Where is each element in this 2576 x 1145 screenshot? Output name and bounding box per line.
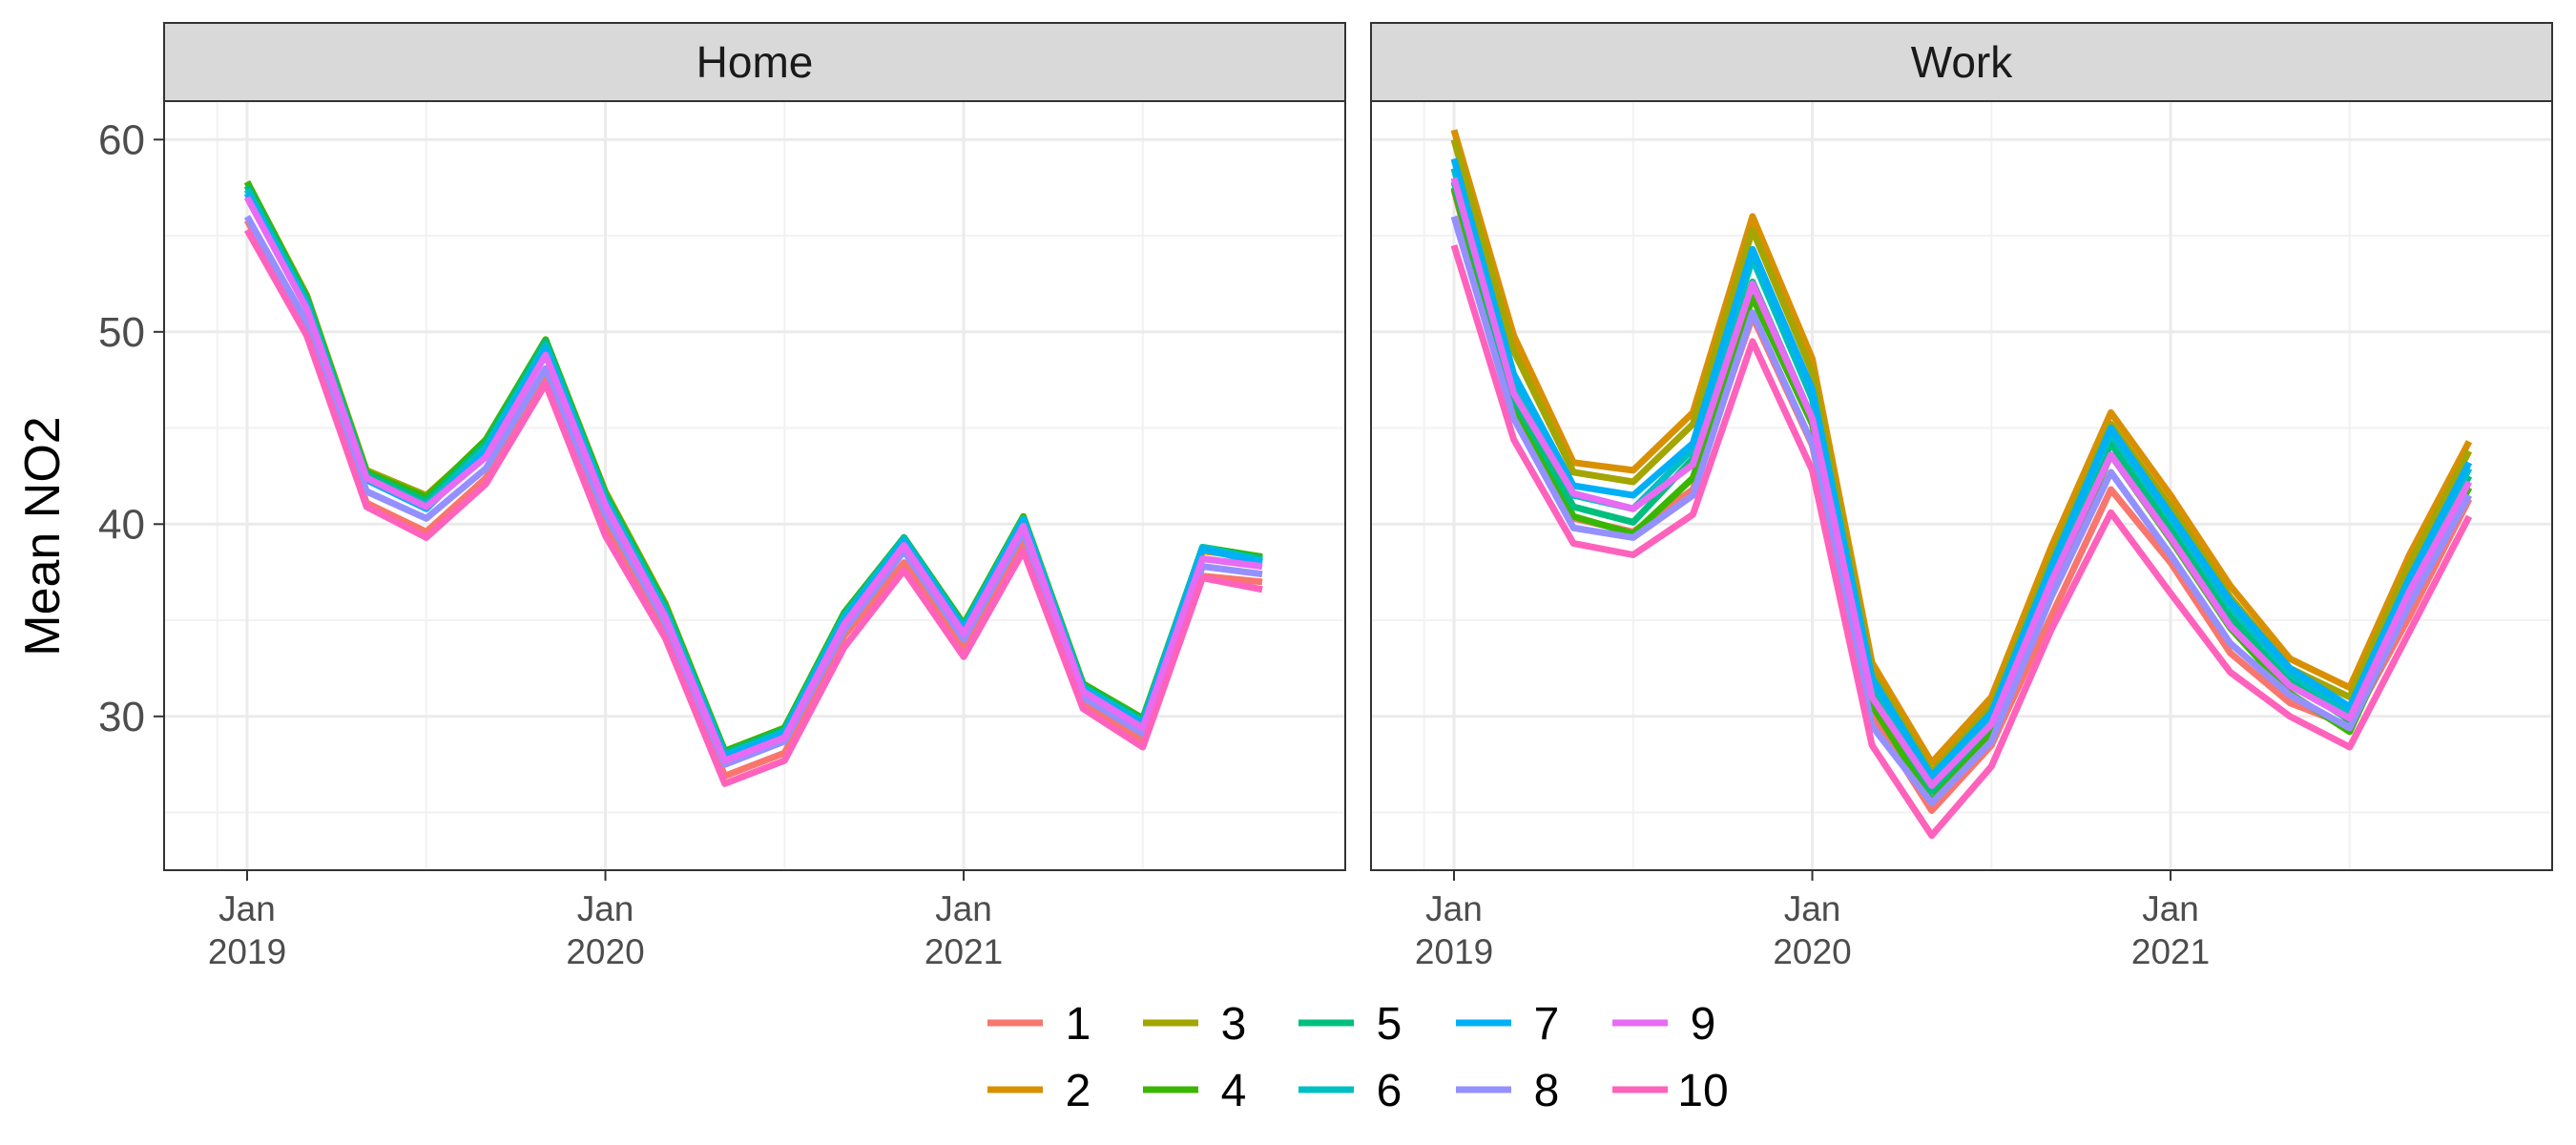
series-line-7 <box>1450 157 2473 780</box>
legend-item-4: 4 <box>1143 1066 1246 1116</box>
x-tick-label: 2021 <box>2131 932 2210 971</box>
y-tick-label: 50 <box>98 309 145 356</box>
series-line-1 <box>243 219 1263 780</box>
series-line-10 <box>1450 244 2473 840</box>
panels: Home Jan 2019 Jan 2020 Jan 2021 30 40 50 60 Work Jan… <box>98 22 2553 971</box>
legend-item-6: 6 <box>1298 1066 1402 1116</box>
facet-strip-label: Home <box>696 37 814 87</box>
legend-label: 4 <box>1221 1066 1247 1116</box>
legend-item-1: 1 <box>987 999 1091 1050</box>
legend-item-10: 10 <box>1612 1066 1729 1116</box>
legend-label: 3 <box>1221 999 1247 1050</box>
facet-panel-work: Work Jan 2019 Jan 2020 Jan 2021 <box>1370 22 2553 971</box>
legend-item-2: 2 <box>987 1066 1091 1116</box>
facet-strip <box>163 22 1346 102</box>
legend-item-8: 8 <box>1456 1066 1559 1116</box>
x-tick-label: Jan <box>218 889 276 928</box>
x-tick-label: Jan <box>935 889 992 928</box>
legend-item-3: 3 <box>1143 999 1246 1050</box>
x-tick-label: 2020 <box>1773 932 1851 971</box>
legend-label: 5 <box>1377 999 1402 1050</box>
legend-label: 6 <box>1377 1066 1402 1116</box>
x-tick-label: Jan <box>1425 889 1483 928</box>
x-tick-label: Jan <box>1784 889 1841 928</box>
series-line-10 <box>243 228 1263 787</box>
legend: 1 2 3 4 5 6 7 8 9 10 <box>987 999 1729 1116</box>
y-axis-label: Mean NO2 <box>15 416 71 656</box>
legend-label: 2 <box>1066 1066 1091 1116</box>
legend-label: 7 <box>1534 999 1560 1050</box>
legend-item-9: 9 <box>1612 999 1715 1050</box>
x-tick-label: 2021 <box>924 932 1003 971</box>
facet-strip-label: Work <box>1911 37 2013 87</box>
series-line-8 <box>1450 215 2473 806</box>
panel-border <box>163 100 1346 871</box>
legend-label: 9 <box>1691 999 1716 1050</box>
x-tick-label: Jan <box>2142 889 2199 928</box>
y-tick-label: 60 <box>98 116 145 163</box>
y-tick-label: 40 <box>98 501 145 548</box>
legend-label: 10 <box>1677 1066 1728 1116</box>
legend-item-5: 5 <box>1298 999 1402 1050</box>
x-tick-label: 2020 <box>566 932 644 971</box>
panel-border <box>1370 100 2553 871</box>
x-tick-label: Jan <box>577 889 634 928</box>
series-line-8 <box>243 215 1263 768</box>
y-tick-label: 30 <box>98 694 145 740</box>
legend-label: 1 <box>1066 999 1091 1050</box>
legend-item-7: 7 <box>1456 999 1559 1050</box>
legend-label: 8 <box>1534 1066 1560 1116</box>
series-line-9 <box>243 196 1263 764</box>
series-line-9 <box>1450 177 2473 789</box>
x-tick-label: 2019 <box>1415 932 1493 971</box>
series-line-2 <box>1450 129 2473 766</box>
x-tick-label: 2019 <box>208 932 286 971</box>
facet-panel-home: Home Jan 2019 Jan 2020 Jan 2021 30 40 50 60 <box>98 22 1346 971</box>
